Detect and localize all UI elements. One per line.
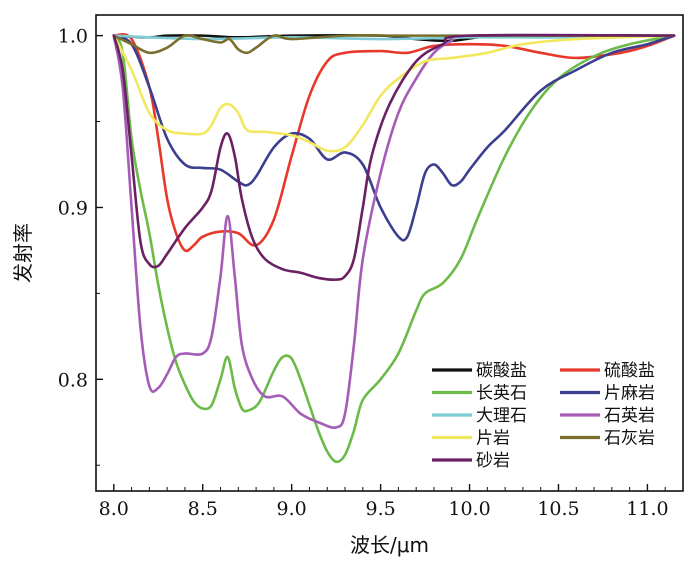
legend-label-8: 石灰岩 xyxy=(604,429,655,449)
x-tick-label-8-5: 8.5 xyxy=(188,498,218,520)
x-tick-label-9: 9.0 xyxy=(277,498,307,520)
x-tick-label-10-5: 10.5 xyxy=(537,498,579,520)
legend-entry-9: 砂岩 xyxy=(432,451,510,471)
legend-label-3: 长英石 xyxy=(476,384,527,404)
plot-frame xyxy=(95,14,684,492)
x-tick-label-11: 11.0 xyxy=(626,498,668,520)
legend-label-9: 砂岩 xyxy=(476,451,510,471)
ticks-layer: 8.0 8.5 9.0 9.5 10.0 10.5 11.0 0.8 0.9 1.0 xyxy=(58,26,669,520)
y-axis-label: 发射率 xyxy=(11,223,35,283)
legend-label-2: 硫酸盐 xyxy=(604,361,655,381)
legend-entry-4: 片麻岩 xyxy=(560,384,655,404)
series-line-2 xyxy=(112,33,676,253)
legend-label-6: 石英岩 xyxy=(604,406,655,426)
x-tick-label-8: 8.0 xyxy=(99,498,129,520)
y-tick-label-0-9: 0.9 xyxy=(58,197,88,219)
x-tick-label-10: 10.0 xyxy=(448,498,490,520)
legend-entry-7: 片岩 xyxy=(432,429,510,449)
legend-label-1: 碳酸盐 xyxy=(476,361,527,381)
series-line-4 xyxy=(112,34,676,242)
legend-label-5: 大理石 xyxy=(476,406,527,426)
legend-entry-2: 硫酸盐 xyxy=(560,361,655,381)
legend-label-7: 片岩 xyxy=(476,429,510,449)
x-tick-label-9-5: 9.5 xyxy=(365,498,395,520)
series-line-8 xyxy=(112,34,676,55)
legend-entry-1: 碳酸盐 xyxy=(432,361,527,381)
series-line-9 xyxy=(112,33,676,281)
series-line-7 xyxy=(112,34,676,153)
y-tick-label-1: 1.0 xyxy=(58,26,88,48)
series-line-3 xyxy=(112,34,676,464)
legend-entry-5: 大理石 xyxy=(432,406,527,426)
series-line-6 xyxy=(112,33,676,429)
series-layer xyxy=(112,33,676,464)
legend-entry-8: 石灰岩 xyxy=(560,429,655,449)
y-tick-label-0-8: 0.8 xyxy=(58,369,88,391)
legend-entry-6: 石英岩 xyxy=(560,406,655,426)
legend-entry-3: 长英石 xyxy=(432,384,527,404)
legend-label-4: 片麻岩 xyxy=(604,384,655,404)
x-axis-label: 波长/μm xyxy=(350,533,429,557)
